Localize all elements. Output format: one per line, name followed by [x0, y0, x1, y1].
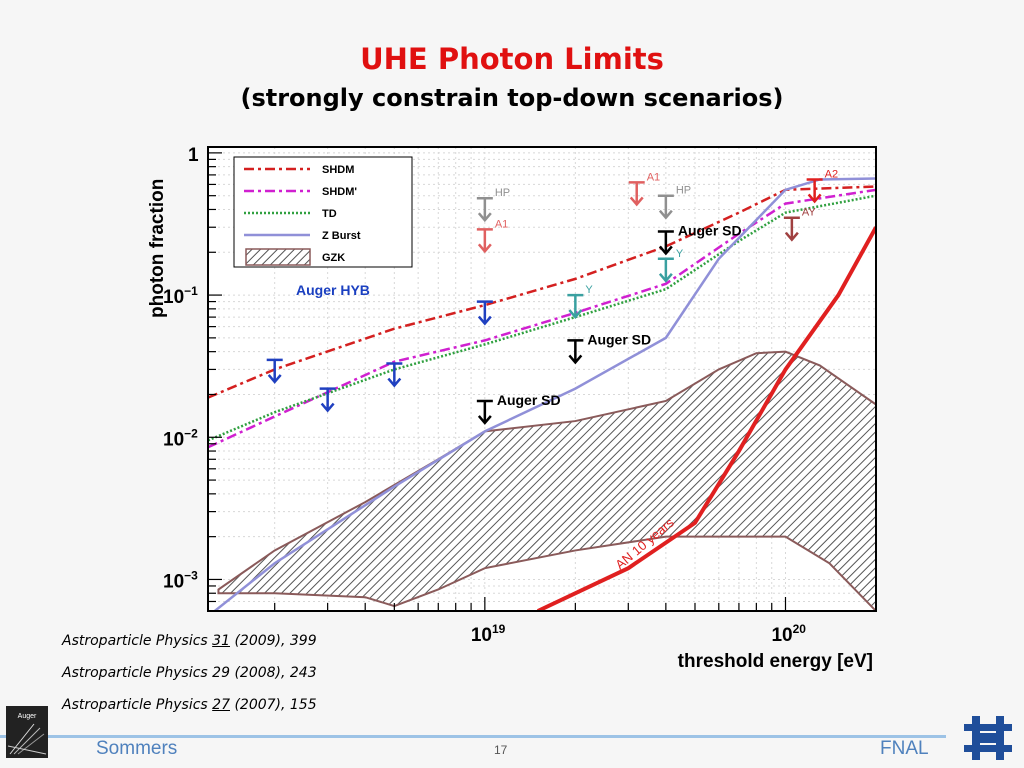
legend-label: Z Burst	[322, 230, 361, 242]
legend-label: GZK	[322, 252, 345, 264]
upper-limit-marker	[476, 196, 493, 223]
upper-limit-marker	[567, 293, 584, 319]
reference-detail: (2009), 399	[230, 633, 317, 649]
svg-text:Auger: Auger	[18, 713, 37, 720]
upper-limit-marker	[628, 181, 645, 207]
slide-title: UHE Photon Limits	[360, 42, 664, 76]
slide-subtitle: (strongly constrain top-down scenarios)	[240, 84, 784, 112]
limit-label: Auger SD	[678, 222, 742, 238]
legend-label: SHDM	[322, 164, 354, 176]
series-line-shdm	[208, 185, 876, 399]
upper-limit-marker	[476, 228, 493, 254]
limit-label: AY	[802, 207, 817, 219]
footer-divider	[0, 735, 946, 738]
auger-logo: Auger	[6, 706, 48, 758]
reference-detail: (2008), 243	[230, 665, 317, 681]
legend-label: TD	[322, 208, 337, 220]
footer-author: Sommers	[96, 738, 178, 759]
reference-volume: 31	[212, 633, 230, 649]
x-axis-label: threshold energy [eV]	[678, 651, 873, 672]
limit-label: A1	[647, 171, 660, 183]
reference-3: Astroparticle Physics 27 (2007), 155	[62, 696, 317, 728]
limit-label: Auger SD	[587, 331, 651, 347]
upper-limit-marker	[657, 194, 674, 220]
reference-1: Astroparticle Physics 31 (2009), 399	[62, 632, 317, 664]
limit-label: A1	[495, 218, 508, 230]
page-number: 17	[494, 743, 508, 757]
upper-limit-marker	[657, 257, 674, 283]
upper-limit-marker	[783, 216, 800, 242]
series-line-an-10-years	[536, 226, 876, 611]
y-tick-label: 10−1	[163, 284, 198, 308]
limit-label: Y	[585, 284, 593, 296]
limit-label: HP	[495, 187, 510, 199]
upper-limit-marker	[266, 358, 283, 384]
upper-limit-marker	[657, 230, 674, 256]
plot-frame	[207, 146, 877, 612]
upper-limit-marker	[806, 178, 823, 204]
series-line-z-burst	[212, 177, 876, 611]
reference-2: Astroparticle Physics 29 (2008), 243	[62, 664, 317, 696]
upper-limit-marker	[567, 339, 584, 365]
fermilab-logo	[964, 716, 1012, 760]
y-tick-label: 1	[188, 145, 199, 166]
legend-swatch	[245, 248, 311, 266]
reference-detail: (2007), 155	[230, 697, 317, 713]
x-tick-label: 1019	[471, 622, 506, 646]
legend: SHDM SHDM' TD Z Burst GZK	[233, 156, 413, 268]
upper-limit-marker	[319, 387, 336, 413]
upper-limit-marker	[386, 362, 403, 388]
y-axis-label: photon fraction	[147, 179, 168, 318]
upper-limit-marker	[476, 399, 493, 425]
limit-label: HP	[676, 185, 691, 197]
limits-layer: Auger SD Auger SD Auger SD Y Y HP HP A1 A1 A2 AY	[266, 168, 838, 425]
y-tick-label: 10−2	[163, 426, 198, 450]
upper-limit-marker	[476, 300, 493, 326]
legend-label: SHDM'	[322, 186, 357, 198]
limit-label: Y	[676, 248, 684, 260]
reference-journal: Astroparticle Physics	[62, 665, 213, 681]
reference-journal: Astroparticle Physics	[62, 697, 213, 713]
y-tick-label: 10−3	[163, 568, 198, 592]
axis-ticks: 1019 1020 1 10−1 10−2 10−3	[163, 145, 877, 646]
reference-volume: 29	[212, 665, 230, 681]
footer-venue: FNAL	[880, 738, 929, 759]
x-tick-label: 1020	[771, 622, 806, 646]
limit-label: A2	[825, 168, 838, 180]
limit-label: Auger SD	[497, 392, 561, 408]
reference-journal: Astroparticle Physics	[62, 633, 213, 649]
references: Astroparticle Physics 31 (2009), 399 Ast…	[62, 632, 317, 728]
annotation-auger-hyb: Auger HYB	[296, 282, 370, 298]
reference-volume: 27	[212, 697, 230, 713]
